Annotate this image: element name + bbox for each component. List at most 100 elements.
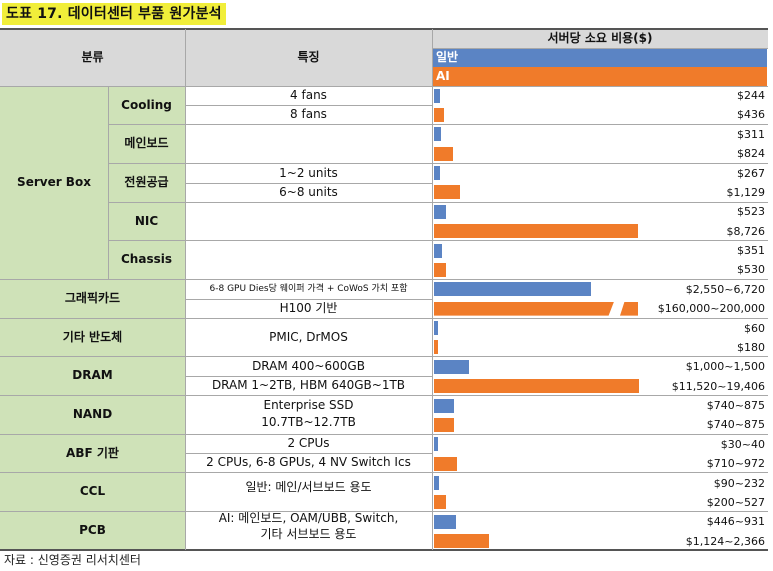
bar-general-8	[434, 243, 443, 258]
header-divider	[0, 86, 768, 87]
value-label: $1,000~1,500	[685, 360, 765, 374]
feature-cooling-ai: 8 fans	[290, 107, 327, 121]
value-label: $244	[737, 89, 765, 102]
header-feature: 특징	[297, 50, 320, 64]
bar-general-14	[434, 359, 470, 374]
top-border	[0, 28, 768, 30]
feature-other-semi: PMIC, DrMOS	[269, 329, 348, 344]
value-label: $436	[737, 108, 765, 122]
bar-ai-23	[434, 534, 490, 549]
group-dram: DRAM	[72, 368, 113, 382]
legend-general: 일반	[432, 48, 767, 67]
value-label: $180	[737, 340, 765, 354]
value-label: $30~40	[720, 437, 765, 451]
bar-ai-9	[434, 262, 447, 277]
bar-ai-13	[434, 340, 439, 355]
row-divider	[0, 279, 768, 280]
col-divider-1	[185, 29, 186, 550]
bar-general-10	[434, 282, 592, 297]
bar-general-6	[434, 204, 447, 219]
group-cell-server-box	[0, 86, 108, 279]
feature-cooling-general: 4 fans	[290, 88, 327, 102]
feature-nand-line1: Enterprise SSD	[263, 398, 354, 412]
feature-nand-line2: 10.7TB~12.7TB	[261, 415, 356, 429]
row-divider	[108, 202, 768, 203]
value-label: $311	[737, 127, 765, 141]
feature-abf-ai: 2 CPUs, 6-8 GPUs, 4 NV Switch Ics	[206, 455, 411, 469]
row-divider	[0, 511, 768, 512]
group-nand: NAND	[72, 407, 113, 421]
group-ccl: CCL	[79, 484, 106, 498]
feature-gpu-ai: H100 기반	[279, 301, 338, 315]
header-category: 분류	[81, 50, 104, 64]
value-label: $2,550~6,720	[685, 282, 765, 296]
legend-divider	[432, 48, 768, 49]
value-label: $1,129	[726, 185, 766, 199]
group-graphics-card: 그래픽카드	[64, 291, 121, 305]
group-abf: ABF 기판	[66, 445, 119, 460]
feature-pcb-line1: AI: 메인보드, OAM/UBB, Switch,	[218, 511, 399, 525]
subrow-divider	[185, 105, 432, 106]
bar-ai-19	[434, 456, 457, 471]
page-title: 도표 17. 데이터센터 부품 원가분석	[2, 3, 226, 25]
subgroup-chassis: Chassis	[121, 252, 172, 266]
row-divider	[108, 240, 768, 241]
row-divider	[108, 124, 768, 125]
bar-general-16	[434, 398, 455, 413]
cost-header-bg	[432, 29, 768, 48]
bar-ai-5	[434, 185, 461, 200]
source-note: 자료 : 신영증권 리서치센터	[4, 553, 141, 567]
bar-ai-11-segment-2	[620, 301, 638, 316]
group-other-semi: 기타 반도체	[62, 329, 123, 344]
feature-power-ai: 6~8 units	[279, 185, 338, 199]
feature-abf-general: 2 CPUs	[287, 436, 330, 450]
feature-ccl: 일반: 메인/서브보드 용도	[245, 479, 372, 494]
value-label: $8,726	[726, 224, 766, 238]
value-label: $523	[737, 205, 765, 219]
feature-gpu-general: 6-8 GPU Dies당 웨이퍼 가격 + CoWoS 가치 포함	[209, 283, 408, 294]
subrow-divider	[185, 453, 432, 454]
group-column-lower	[0, 279, 185, 550]
bottom-border	[0, 549, 768, 551]
bar-ai-11-segment-1	[434, 301, 614, 316]
value-label: $267	[737, 166, 765, 180]
bar-ai-7	[434, 224, 638, 239]
value-label: $710~972	[706, 457, 765, 471]
subgroup-cooling: Cooling	[121, 97, 172, 112]
value-label: $200~527	[706, 495, 765, 509]
legend-ai: AI	[432, 67, 767, 86]
bar-general-0	[434, 88, 440, 103]
header-bg	[0, 29, 432, 86]
feature-power-general: 1~2 units	[279, 165, 338, 180]
bar-ai-15	[434, 379, 639, 394]
bar-general-20	[434, 476, 440, 490]
feature-pcb-line2: 기타 서브보드 용도	[260, 527, 357, 541]
row-divider	[0, 356, 768, 357]
group-pcb: PCB	[79, 523, 106, 537]
value-label: $60	[744, 321, 765, 335]
bar-ai-21	[434, 495, 447, 510]
subrow-divider	[185, 183, 432, 184]
bar-ai-3	[434, 146, 454, 161]
subrow-divider	[185, 299, 432, 300]
bar-general-2	[434, 127, 442, 142]
value-label: $351	[737, 244, 765, 257]
value-label: $1,124~2,366	[685, 534, 765, 548]
bar-general-12	[434, 321, 438, 335]
subgroup-nic: NIC	[134, 213, 159, 228]
bar-ai-17	[434, 417, 455, 432]
value-label: $530	[737, 263, 765, 277]
value-label: $446~931	[706, 515, 765, 529]
bar-general-22	[434, 514, 456, 529]
subgroup-mainboard: 메인보드	[124, 136, 169, 150]
value-label: $90~232	[713, 476, 765, 490]
feature-dram-general: DRAM 400~600GB	[252, 358, 365, 373]
bar-ai-1	[434, 107, 445, 122]
subgroup-column	[108, 86, 185, 279]
group-server-box: Server Box	[17, 175, 91, 189]
subrow-divider	[185, 376, 432, 377]
header-cost: 서버당 소요 비용($)	[547, 31, 653, 45]
row-divider	[0, 318, 768, 319]
bar-general-4	[434, 166, 441, 180]
value-label: $824	[737, 147, 765, 161]
